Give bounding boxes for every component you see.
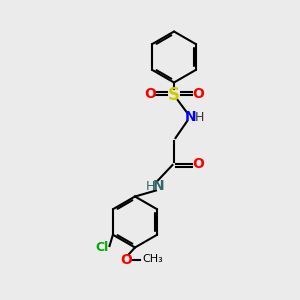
Text: CH₃: CH₃ (142, 254, 163, 265)
Text: O: O (144, 88, 156, 101)
Text: H: H (195, 111, 204, 124)
Text: O: O (192, 88, 204, 101)
Text: S: S (168, 85, 180, 103)
Text: O: O (120, 253, 132, 266)
Text: N: N (153, 179, 165, 193)
Text: N: N (185, 110, 196, 124)
Text: O: O (192, 157, 204, 170)
Text: Cl: Cl (95, 241, 109, 254)
Text: H: H (145, 179, 155, 193)
